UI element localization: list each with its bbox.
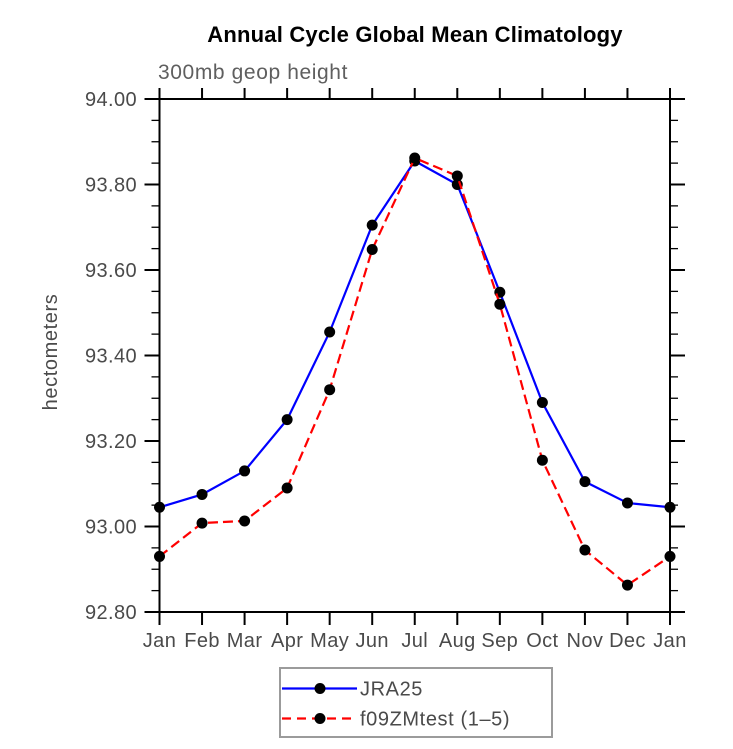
data-point-marker [366,219,378,231]
chart-title: Annual Cycle Global Mean Climatology [207,22,623,47]
x-tick-label: Mar [227,630,263,652]
y-tick-label: 93.60 [85,260,137,282]
legend-label: JRA25 [360,679,423,701]
legend: JRA25 f09ZMtest (1–5) [279,667,553,738]
data-point-marker [409,152,421,164]
x-tick-label: Jun [355,630,388,652]
data-point-marker [324,384,336,396]
data-point-marker [536,397,548,409]
series-line [159,159,671,509]
axes: 94.00 93.80 93.60 93.40 93.20 93.00 92.80 Jan Fe… [85,88,686,652]
x-tick-label: Apr [271,630,303,652]
data-point-marker [366,243,378,255]
series-jra25 [154,155,676,513]
data-point-marker [324,326,336,338]
legend-entry: JRA25 [282,679,423,701]
data-point-marker [196,517,208,529]
data-point-marker [579,476,591,488]
y-tick-label: 93.20 [85,431,137,453]
legend-sample-marker [314,713,326,724]
data-point-marker [494,298,506,310]
x-tick-label: Dec [609,630,646,652]
data-point-marker [154,550,165,562]
y-axis-title: hectometers [40,294,62,411]
x-tick-label: Jan [653,630,686,652]
x-tick-label: Sep [481,630,518,652]
legend-label: f09ZMtest (1–5) [360,709,510,731]
data-series [154,152,676,591]
x-tick-label: Jul [401,630,428,652]
data-point-marker [154,501,165,513]
x-tick-label: Nov [567,630,604,652]
chart-subtitle: 300mb geop height [158,61,348,84]
x-tick-label: May [310,630,349,652]
legend-box [279,667,553,738]
x-tick-label: Feb [184,630,220,652]
data-point-marker [579,544,591,556]
x-tick-label: Jan [143,630,176,652]
y-tick-label: 93.00 [85,517,137,539]
data-point-marker [664,550,676,562]
series-line [158,156,671,587]
y-tick-label: 93.40 [85,346,137,368]
data-point-marker [621,579,633,591]
y-tick-label: 93.80 [85,175,137,197]
data-point-marker [281,414,293,426]
data-point-marker [239,515,251,527]
data-point-marker [621,497,633,509]
x-tick-label: Aug [439,630,476,652]
y-tick-label: 92.80 [85,602,137,624]
legend-entry: f09ZMtest (1–5) [282,709,510,731]
series-f09zmtest-1-5- [154,152,676,591]
y-tick-label: 94.00 [85,89,137,111]
x-tick-label: Oct [526,630,558,652]
data-point-marker [451,170,463,182]
data-point-marker [536,454,548,466]
data-point-marker [196,488,208,500]
plot-frame [158,98,671,613]
data-point-marker [239,465,251,477]
data-point-marker [664,501,676,513]
legend-sample-marker [314,683,326,694]
data-point-marker [281,482,293,494]
